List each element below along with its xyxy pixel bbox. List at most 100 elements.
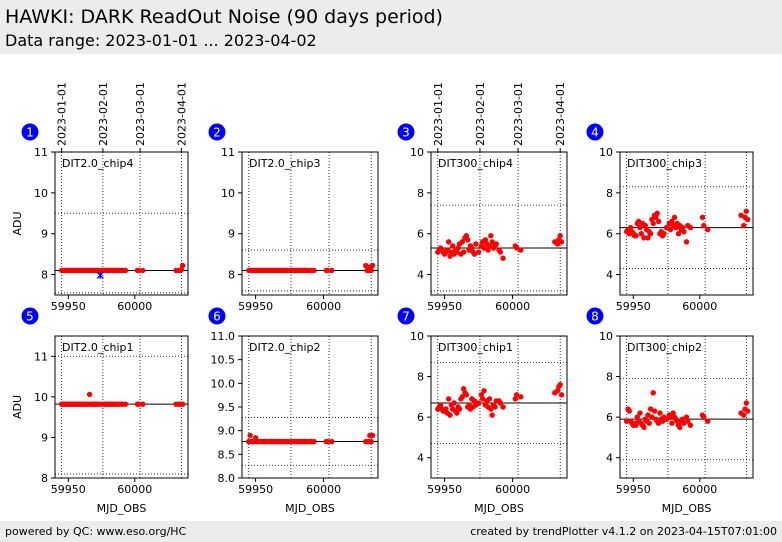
chart-2-badge <box>208 123 226 141</box>
chart-2-ytick-label: 11 <box>221 146 235 159</box>
chart-8-data-point <box>655 420 662 426</box>
chart-7-data-point <box>466 402 472 408</box>
chart-8-data-point <box>634 414 640 420</box>
chart-4-data-point <box>669 218 675 225</box>
chart-3-data-point <box>493 241 499 247</box>
chart-8-data-point <box>657 410 663 416</box>
chart-7-data-point <box>437 402 444 408</box>
footer-bar: powered by QC: www.eso.org/HC created by… <box>0 521 782 542</box>
chart-7-data-point <box>513 392 520 398</box>
chart-6-data-point <box>369 432 376 439</box>
chart-8-xtick-label: 60000 <box>682 483 717 496</box>
chart-4-data-point <box>671 214 678 221</box>
chart-3-badge-number: 3 <box>402 126 410 140</box>
chart-4-data-point <box>679 224 686 231</box>
chart-7-data-point <box>459 394 465 400</box>
chart-8-data-point <box>674 418 680 424</box>
chart-8-ytick-label: 4 <box>606 452 613 465</box>
chart-8-data-point <box>687 422 694 428</box>
chart-4-data-point <box>667 226 674 233</box>
chart-6-ytick-label: 8.5 <box>218 448 236 461</box>
chart-3-data-point <box>488 233 494 239</box>
chart-1-badge <box>21 123 39 141</box>
chart-3-data-point <box>482 237 489 243</box>
chart-4-data-point <box>635 218 642 225</box>
chart-5-data-point <box>86 391 93 398</box>
chart-5-data-point <box>122 401 129 407</box>
chart-8-data-point <box>650 390 656 396</box>
chart-6-ytick-label: 8.0 <box>218 472 236 485</box>
chart-8-data-point <box>677 424 683 430</box>
chart-8-data-point <box>679 416 686 422</box>
chart-8-data-point <box>633 422 639 428</box>
chart-3-data-point <box>485 247 491 253</box>
chart-8-data-point <box>667 414 674 420</box>
chart-8-badge-number: 8 <box>591 310 599 324</box>
chart-8-ytick-label: 8 <box>606 371 613 384</box>
chart-4-badge <box>586 123 604 141</box>
chart-8-data-point <box>744 408 751 414</box>
chart-3-data-point <box>447 253 453 259</box>
chart-6-ytick-label: 9.0 <box>218 425 236 438</box>
chart-4-data-point <box>673 224 679 231</box>
chart-7-data-point <box>451 400 457 406</box>
chart-1-date-label: 2023-01-01 <box>56 82 69 146</box>
header-bar: HAWKI: DARK ReadOut Noise (90 days perio… <box>0 0 782 54</box>
chart-8-badge <box>586 307 604 325</box>
chart-7-data-point <box>489 412 495 418</box>
chart-8-data-point <box>626 408 633 414</box>
chart-5-ytick-label: 11 <box>34 350 48 363</box>
chart-4-panel-label: DIT300_chip3 <box>627 157 702 170</box>
chart-4-data-point <box>649 216 655 223</box>
chart-3-data-point <box>481 245 487 251</box>
chart-5-data-point <box>179 401 186 407</box>
chart-8-data-point <box>651 408 658 414</box>
chart-4-data-point <box>654 210 660 216</box>
chart-3-data-point <box>518 247 524 253</box>
chart-1-xtick-label: 60000 <box>117 300 152 313</box>
chart-1-data-point <box>136 267 142 274</box>
chart-7-data-point <box>492 404 498 410</box>
chart-7-ytick-label: 4 <box>417 452 424 465</box>
chart-7-data-point <box>558 392 565 398</box>
chart-7-data-point <box>475 400 482 406</box>
chart-4-data-point <box>633 233 639 239</box>
chart-7-ytick-label: 8 <box>417 371 424 384</box>
chart-2-xtick-label: 60000 <box>306 300 341 313</box>
chart-5-xlabel: MJD_OBS <box>97 502 147 515</box>
chart-2-frame <box>241 151 379 296</box>
chart-3-data-point <box>445 239 452 245</box>
chart-4-xtick-label: 60000 <box>682 300 717 313</box>
chart-7-ytick-label: 6 <box>417 411 424 424</box>
chart-7-data-point <box>486 396 493 402</box>
chart-6-data-point <box>329 438 335 445</box>
chart-7-data-point <box>447 412 453 418</box>
chart-4-data-point <box>647 231 654 237</box>
chart-3-data-point <box>558 239 565 245</box>
chart-8-ytick-label: 6 <box>606 411 613 424</box>
chart-5-ytick-label: 10 <box>34 391 48 404</box>
chart-4-data-point <box>663 224 670 231</box>
chart-6-badge-number: 6 <box>213 310 221 324</box>
chart-1-frame <box>54 151 189 296</box>
chart-1-ytick-label: 8 <box>41 269 48 282</box>
chart-3-data-point <box>460 249 467 255</box>
chart-4-data-point <box>744 216 751 223</box>
chart-7-xtick-label: 59950 <box>427 483 462 496</box>
chart-7-data-point <box>454 410 460 416</box>
chart-4-data-point <box>705 226 711 233</box>
chart-4-ytick-label: 10 <box>599 146 613 159</box>
chart-5-data-point <box>136 401 142 407</box>
chart-1-data-point <box>178 266 185 273</box>
chart-3-ytick-label: 10 <box>410 146 424 159</box>
chart-3-data-point <box>475 249 482 255</box>
chart-2-xtick-label: 59950 <box>238 300 273 313</box>
chart-4-badge-number: 4 <box>591 126 599 140</box>
chart-4-data-point <box>655 218 662 225</box>
chart-7-data-point <box>463 392 470 398</box>
chart-3-ytick-label: 8 <box>417 187 424 200</box>
chart-7-frame <box>430 335 568 479</box>
chart-6-data-point <box>324 438 331 445</box>
chart-8-data-point <box>685 418 691 424</box>
chart-4-data-point <box>681 228 687 235</box>
